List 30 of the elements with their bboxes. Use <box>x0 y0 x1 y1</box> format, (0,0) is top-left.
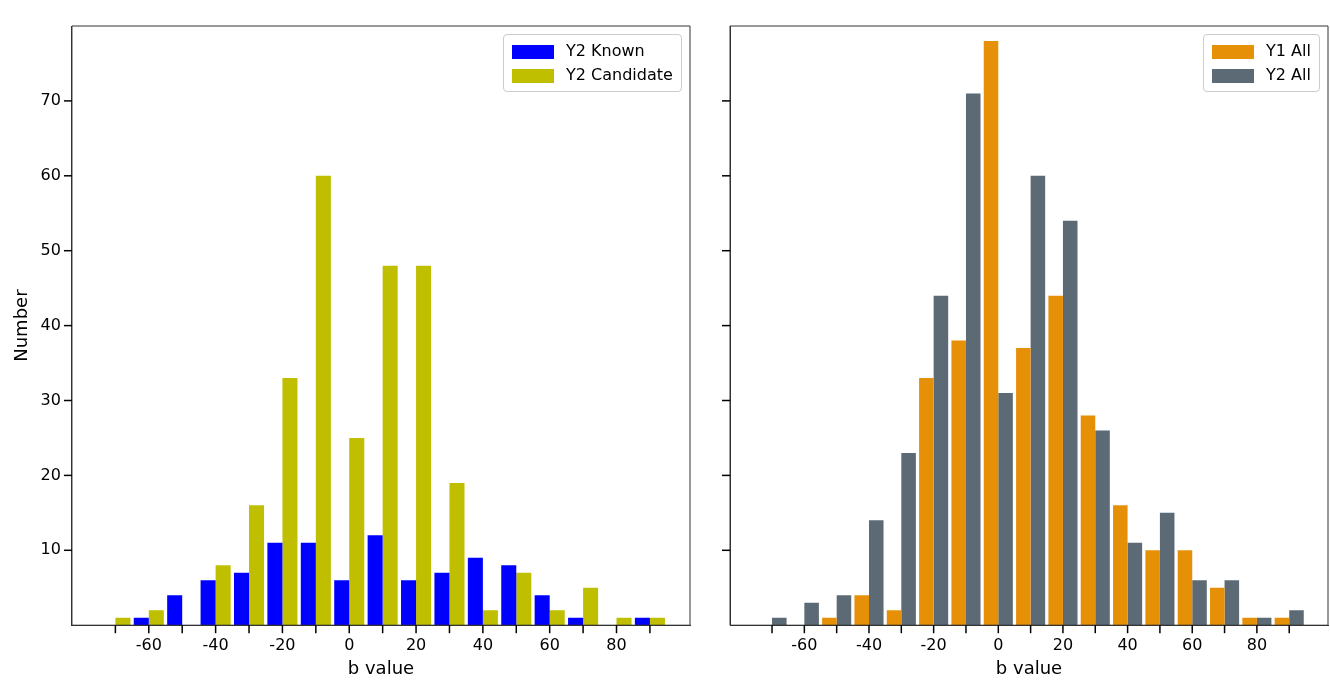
x-tick-label: -20 <box>920 634 947 654</box>
x-tick-label: -20 <box>269 634 296 654</box>
x-tick-label: 40 <box>1117 634 1138 654</box>
y-tick-label: 70 <box>40 90 61 110</box>
x-axis-title: b value <box>995 656 1063 678</box>
legend-label: Y2 Candidate <box>566 65 673 84</box>
x-axis-title: b value <box>347 656 415 678</box>
x-tick-label: 80 <box>606 634 627 654</box>
y-tick-label: 30 <box>40 389 61 409</box>
x-tick-label: -40 <box>855 634 883 654</box>
y-tick-label: 50 <box>40 239 61 259</box>
x-tick-label: 20 <box>1052 634 1074 654</box>
y-tick-label: 20 <box>40 464 61 484</box>
x-tick-label: 40 <box>472 634 494 654</box>
x-tick-label: -60 <box>135 634 162 654</box>
y-tick-label: 60 <box>40 164 61 184</box>
y-axis-title: Number <box>10 288 32 362</box>
x-tick-label: -60 <box>791 634 818 654</box>
x-tick-label: 20 <box>405 634 427 654</box>
x-tick-label: 60 <box>1182 634 1203 654</box>
x-tick-label: 0 <box>344 634 355 654</box>
x-tick-label: 80 <box>1246 634 1268 654</box>
legend-label: Y2 All <box>1266 65 1311 84</box>
x-tick-label: 0 <box>993 634 1004 654</box>
y-tick-label: 40 <box>40 314 61 334</box>
y-tick-label: 10 <box>40 539 61 559</box>
legend-label: Y2 Known <box>566 41 645 60</box>
legend-label: Y1 All <box>1266 41 1311 60</box>
x-tick-label: -40 <box>202 634 229 654</box>
x-tick-label: 60 <box>539 634 560 654</box>
